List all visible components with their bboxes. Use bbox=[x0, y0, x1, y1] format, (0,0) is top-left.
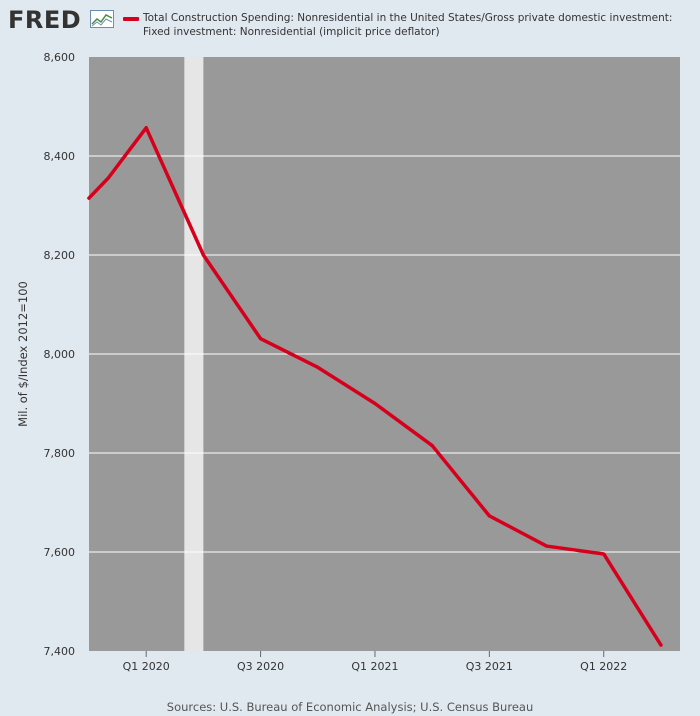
y-tick-label: 8,400 bbox=[44, 150, 76, 163]
series-line bbox=[87, 126, 663, 647]
x-tick-label: Q1 2020 bbox=[123, 660, 170, 673]
chart-header: FRED Total Construction Spending: Nonres… bbox=[0, 0, 700, 48]
line-chart-icon bbox=[90, 10, 114, 28]
data-point bbox=[106, 176, 110, 180]
x-tick-label: Q3 2021 bbox=[466, 660, 513, 673]
y-tick-label: 8,200 bbox=[44, 249, 76, 262]
data-point bbox=[258, 337, 263, 341]
data-point bbox=[87, 196, 91, 200]
y-tick-label: 7,800 bbox=[44, 447, 76, 460]
data-point bbox=[544, 544, 549, 548]
data-point bbox=[430, 443, 434, 448]
x-tick-label: Q1 2021 bbox=[351, 660, 398, 673]
legend-swatch bbox=[123, 17, 139, 21]
data-point bbox=[144, 126, 148, 130]
data-point bbox=[316, 365, 320, 369]
x-tick-label: Q3 2020 bbox=[237, 660, 284, 673]
legend-label: Total Construction Spending: Nonresident… bbox=[143, 12, 673, 38]
y-tick-label: 8,000 bbox=[44, 348, 76, 361]
fred-logo[interactable]: FRED bbox=[8, 6, 82, 34]
data-point bbox=[659, 643, 663, 647]
data-point bbox=[487, 514, 491, 518]
data-point bbox=[201, 253, 205, 257]
data-point bbox=[602, 552, 606, 556]
y-tick-label: 7,400 bbox=[44, 645, 76, 658]
y-axis-title: Mil. of $/Index 2012=100 bbox=[16, 281, 30, 427]
data-point bbox=[373, 401, 377, 406]
source-note: Sources: U.S. Bureau of Economic Analysi… bbox=[166, 700, 534, 714]
x-tick-label: Q1 2022 bbox=[580, 660, 627, 673]
y-tick-label: 8,600 bbox=[44, 51, 76, 64]
y-tick-label: 7,600 bbox=[44, 546, 76, 559]
